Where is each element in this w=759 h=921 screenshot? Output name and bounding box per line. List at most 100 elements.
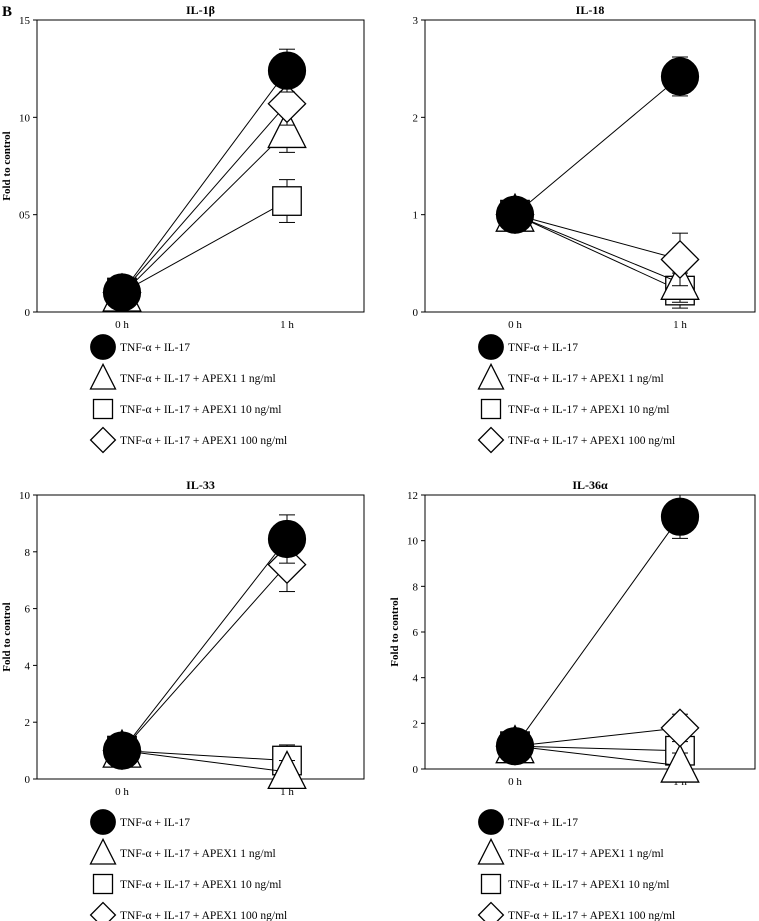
y-tick-label: 4 bbox=[413, 673, 419, 685]
legend-marker-circle bbox=[478, 334, 504, 360]
series-line bbox=[121, 200, 288, 293]
series-line bbox=[121, 538, 288, 751]
legend-marker-square bbox=[92, 873, 114, 895]
y-tick-label: 0 bbox=[25, 307, 31, 319]
y-tick-label: 0 bbox=[25, 774, 31, 786]
series-circle bbox=[495, 56, 700, 234]
y-tick-label: 2 bbox=[25, 717, 31, 729]
data-point-circle bbox=[495, 195, 535, 234]
y-tick-label: 0 bbox=[413, 307, 419, 319]
series-line bbox=[121, 70, 288, 293]
y-axis-label: Fold to control bbox=[1, 131, 13, 200]
series-line bbox=[121, 130, 288, 295]
chart-title: IL-33 bbox=[186, 478, 215, 492]
x-tick-label: 0 h bbox=[115, 786, 129, 798]
data-point-circle bbox=[102, 731, 142, 770]
legend-label: TNF-α + IL-17 + APEX1 100 ng/ml bbox=[120, 435, 287, 447]
series-line bbox=[514, 745, 681, 752]
y-tick-label: 6 bbox=[413, 627, 419, 639]
series-line bbox=[121, 564, 288, 751]
legend-label: TNF-α + IL-17 bbox=[508, 817, 578, 829]
y-tick-label: 2 bbox=[413, 112, 419, 124]
y-tick-label: 3 bbox=[413, 15, 419, 27]
legend: TNF-α + IL-17 TNF-α + IL-17 + APEX1 1 ng/… bbox=[89, 809, 287, 921]
series-line bbox=[514, 745, 681, 767]
legend-marker-triangle bbox=[477, 362, 505, 390]
legend-label: TNF-α + IL-17 + APEX1 100 ng/ml bbox=[508, 435, 675, 447]
y-axis-label: Fold to control bbox=[1, 602, 13, 671]
y-tick-label: 15 bbox=[19, 15, 31, 27]
x-tick-label: 0 h bbox=[508, 319, 522, 331]
series-circle bbox=[102, 48, 307, 312]
chart-title: IL-1β bbox=[186, 3, 215, 17]
data-point-circle bbox=[267, 519, 307, 559]
x-tick-label: 0 h bbox=[115, 319, 129, 331]
y-tick-label: 6 bbox=[25, 604, 31, 616]
series-line bbox=[514, 76, 681, 216]
y-tick-label: 05 bbox=[19, 210, 31, 222]
y-tick-label: 10 bbox=[19, 490, 31, 502]
legend-label: TNF-α + IL-17 + APEX1 1 ng/ml bbox=[120, 848, 276, 860]
legend-label: TNF-α + IL-17 bbox=[120, 342, 190, 354]
legend-label: TNF-α + IL-17 + APEX1 1 ng/ml bbox=[508, 373, 664, 385]
series-line bbox=[121, 750, 288, 773]
panel-letter: B bbox=[2, 4, 12, 20]
data-point-diamond bbox=[660, 708, 700, 748]
plot-frame bbox=[36, 19, 365, 313]
legend: TNF-α + IL-17 TNF-α + IL-17 + APEX1 1 ng/… bbox=[477, 809, 675, 921]
legend-label: TNF-α + IL-17 + APEX1 10 ng/ml bbox=[508, 404, 669, 416]
series-line bbox=[121, 750, 288, 762]
legend: TNF-α + IL-17 TNF-α + IL-17 + APEX1 1 ng/… bbox=[477, 334, 675, 454]
series-line bbox=[514, 516, 681, 747]
series-diamond bbox=[102, 537, 307, 771]
data-point-diamond bbox=[267, 84, 307, 124]
data-point-square bbox=[272, 186, 302, 216]
legend-label: TNF-α + IL-17 + APEX1 1 ng/ml bbox=[508, 848, 664, 860]
series-line bbox=[514, 214, 681, 292]
legend-label: TNF-α + IL-17 + APEX1 10 ng/ml bbox=[508, 879, 669, 891]
y-tick-label: 8 bbox=[25, 547, 31, 559]
legend-marker-square bbox=[480, 398, 502, 420]
legend-marker-circle bbox=[478, 809, 504, 835]
legend-marker-triangle bbox=[477, 837, 505, 865]
legend-marker-triangle bbox=[89, 837, 117, 865]
y-tick-label: 1 bbox=[413, 210, 419, 222]
legend-marker-diamond bbox=[89, 901, 117, 921]
legend-label: TNF-α + IL-17 + APEX1 10 ng/ml bbox=[120, 404, 281, 416]
legend-label: TNF-α + IL-17 + APEX1 10 ng/ml bbox=[120, 879, 281, 891]
series-line bbox=[514, 214, 681, 260]
data-point-triangle bbox=[660, 743, 700, 783]
legend-label: TNF-α + IL-17 + APEX1 100 ng/ml bbox=[508, 910, 675, 921]
legend-marker-square bbox=[480, 873, 502, 895]
plot-frame bbox=[424, 19, 756, 313]
chart-title: IL-18 bbox=[576, 3, 605, 17]
data-point-circle bbox=[660, 57, 700, 96]
x-tick-label: 1 h bbox=[673, 319, 687, 331]
data-point-circle bbox=[102, 273, 142, 312]
legend-marker-circle bbox=[90, 809, 116, 835]
data-point-circle bbox=[660, 497, 700, 536]
plot-frame bbox=[36, 494, 365, 780]
plot-frame bbox=[424, 494, 756, 770]
y-tick-label: 12 bbox=[407, 490, 418, 502]
data-point-diamond bbox=[267, 545, 307, 585]
data-point-triangle bbox=[267, 109, 307, 149]
y-tick-label: 0 bbox=[413, 764, 419, 776]
legend-marker-circle bbox=[90, 334, 116, 360]
legend-marker-square bbox=[92, 398, 114, 420]
series-circle bbox=[102, 514, 307, 770]
series-circle bbox=[495, 494, 700, 766]
y-tick-label: 8 bbox=[413, 581, 419, 593]
data-point-circle bbox=[495, 727, 535, 766]
y-tick-label: 4 bbox=[25, 660, 31, 672]
series-line bbox=[514, 727, 681, 747]
chart-panel-1: IL-1β 0 05 10 15 0 h 1 h Fold to control TNF-α +… bbox=[1, 3, 365, 454]
data-point-triangle bbox=[267, 750, 307, 790]
series-line bbox=[514, 214, 681, 284]
data-point-diamond bbox=[660, 239, 700, 279]
legend-label: TNF-α + IL-17 + APEX1 1 ng/ml bbox=[120, 373, 276, 385]
legend-label: TNF-α + IL-17 bbox=[508, 342, 578, 354]
